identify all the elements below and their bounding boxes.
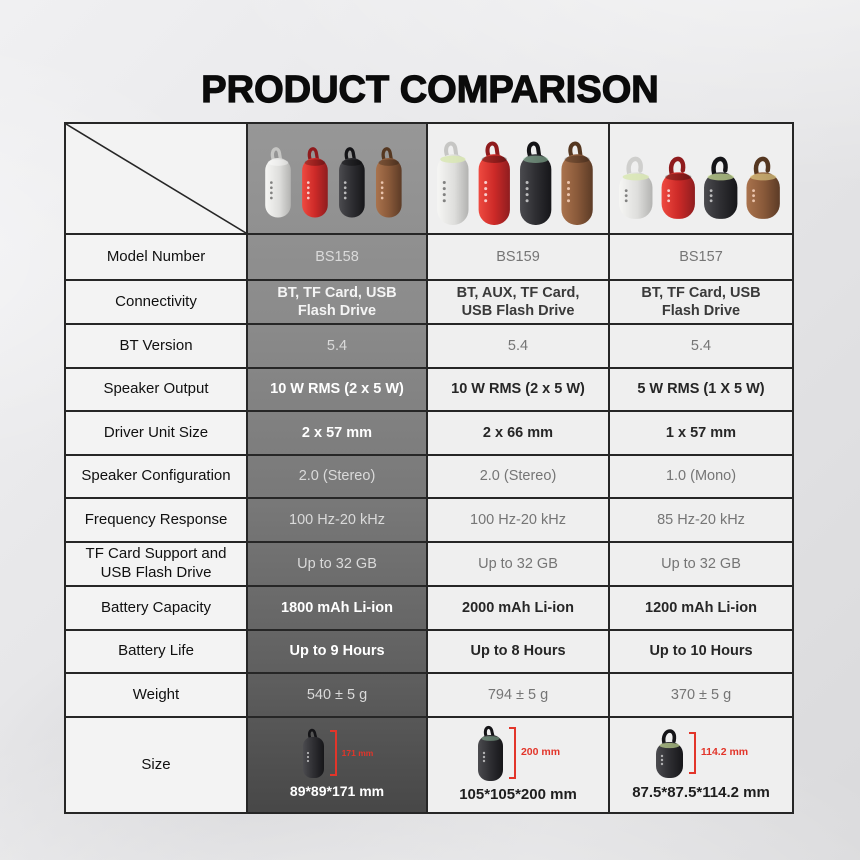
- mini-speaker-bs159-icon: [477, 725, 503, 781]
- product-image-bs157: [610, 124, 794, 235]
- bs157-model-number: BS157: [610, 235, 794, 281]
- bs157-frequency-response: 85 Hz-20 kHz: [610, 499, 794, 543]
- corner-cell: [66, 124, 248, 235]
- bs159-speaker-configuration: 2.0 (Stereo): [428, 456, 610, 499]
- bs158-dimensions: 89*89*171 mm: [289, 783, 385, 800]
- bs157-weight: 370 ± 5 g: [610, 674, 794, 718]
- bs157-battery-capacity: 1200 mAh Li-ion: [610, 587, 794, 631]
- bs159-size: 200 mm 105*105*200 mm: [428, 718, 610, 814]
- bs159-model-number: BS159: [428, 235, 610, 281]
- height-bracket: [688, 731, 696, 774]
- bs157-connectivity: BT, TF Card, USB Flash Drive: [610, 281, 794, 325]
- bs157-tf-card-support: Up to 32 GB: [610, 543, 794, 587]
- product-image-bs158: [248, 124, 428, 235]
- bs158-model-number: BS158: [248, 235, 428, 281]
- bs158-driver-unit-size: 2 x 57 mm: [248, 412, 428, 456]
- bs157-bt-version: 5.4: [610, 325, 794, 369]
- row-label-connectivity: Connectivity: [66, 281, 248, 325]
- bs159-speaker-output: 10 W RMS (2 x 5 W): [428, 369, 610, 412]
- row-label-speaker-configuration: Speaker Configuration: [66, 456, 248, 499]
- bs159-frequency-response: 100 Hz-20 kHz: [428, 499, 610, 543]
- speakers-bs159-icon: [437, 141, 593, 225]
- bs158-speaker-output: 10 W RMS (2 x 5 W): [248, 369, 428, 412]
- bs157-driver-unit-size: 1 x 57 mm: [610, 412, 794, 456]
- bs158-frequency-response: 100 Hz-20 kHz: [248, 499, 428, 543]
- height-measurement: 114.2 mm: [700, 746, 749, 759]
- row-label-frequency-response: Frequency Response: [66, 499, 248, 543]
- bs157-size: 114.2 mm 87.5*87.5*114.2 mm: [610, 718, 794, 814]
- bs158-weight: 540 ± 5 g: [248, 674, 428, 718]
- bs158-bt-version: 5.4: [248, 325, 428, 369]
- bs159-weight: 794 ± 5 g: [428, 674, 610, 718]
- bs159-dimensions: 105*105*200 mm: [459, 785, 577, 803]
- row-label-tf-card-support: TF Card Support and USB Flash Drive: [66, 543, 248, 587]
- bs158-battery-capacity: 1800 mAh Li-ion: [248, 587, 428, 631]
- row-label-weight: Weight: [66, 674, 248, 718]
- height-bracket: [508, 726, 516, 779]
- row-label-bt-version: BT Version: [66, 325, 248, 369]
- height-bracket: [329, 730, 337, 777]
- row-label-model-number: Model Number: [66, 235, 248, 281]
- row-label-battery-capacity: Battery Capacity: [66, 587, 248, 631]
- row-label-size: Size: [66, 718, 248, 814]
- height-measurement: 171 mm: [341, 747, 374, 758]
- bs159-driver-unit-size: 2 x 66 mm: [428, 412, 610, 456]
- diagonal-line: [66, 124, 246, 233]
- page-title: PRODUCT COMPARISON: [201, 69, 660, 112]
- speakers-bs158-icon: [265, 147, 402, 218]
- bs159-battery-life: Up to 8 Hours: [428, 631, 610, 674]
- bs159-connectivity: BT, AUX, TF Card, USB Flash Drive: [428, 281, 610, 325]
- bs157-speaker-configuration: 1.0 (Mono): [610, 456, 794, 499]
- row-label-battery-life: Battery Life: [66, 631, 248, 674]
- bs158-speaker-configuration: 2.0 (Stereo): [248, 456, 428, 499]
- mini-speaker-bs157-icon: [655, 728, 683, 778]
- height-measurement: 200 mm: [520, 746, 561, 759]
- bs159-bt-version: 5.4: [428, 325, 610, 369]
- bs157-battery-life: Up to 10 Hours: [610, 631, 794, 674]
- mini-speaker-bs158-icon: [302, 729, 324, 779]
- row-label-driver-unit-size: Driver Unit Size: [66, 412, 248, 456]
- speakers-bs157-icon: [619, 156, 780, 219]
- bs158-battery-life: Up to 9 Hours: [248, 631, 428, 674]
- bs159-tf-card-support: Up to 32 GB: [428, 543, 610, 587]
- product-image-bs159: [428, 124, 610, 235]
- comparison-table: Model Number BS158 BS159 BS157 Connectiv…: [64, 122, 794, 814]
- bs158-connectivity: BT, TF Card, USB Flash Drive: [248, 281, 428, 325]
- row-label-speaker-output: Speaker Output: [66, 369, 248, 412]
- bs158-tf-card-support: Up to 32 GB: [248, 543, 428, 587]
- bs158-size: 171 mm 89*89*171 mm: [248, 718, 428, 814]
- bs159-battery-capacity: 2000 mAh Li-ion: [428, 587, 610, 631]
- bs157-dimensions: 87.5*87.5*114.2 mm: [632, 783, 770, 801]
- bs157-speaker-output: 5 W RMS (1 X 5 W): [610, 369, 794, 412]
